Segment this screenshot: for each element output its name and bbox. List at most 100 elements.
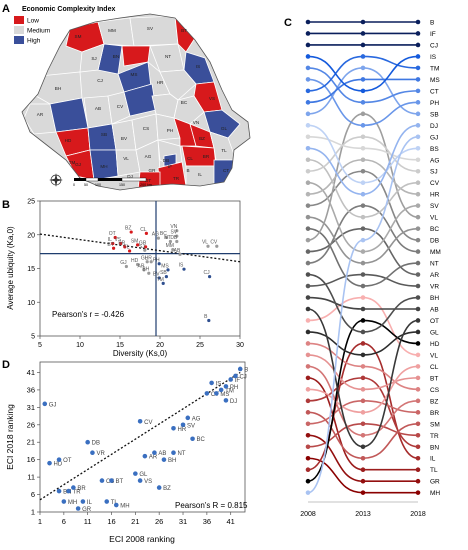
- panel-c-series-marker: [360, 54, 366, 59]
- map-county-label: GJ: [75, 162, 81, 167]
- panel-b-point-label: BH: [142, 267, 149, 273]
- panel-c-rank-label: BS: [430, 146, 439, 153]
- panel-c-rank-label: BT: [430, 375, 438, 382]
- panel-c-series-marker: [360, 329, 366, 335]
- panel-b-point-label: SB: [160, 270, 167, 276]
- panel-c-series-marker: [415, 180, 421, 186]
- panel-d-point-label: PH: [230, 385, 238, 391]
- panel-b-point-bc: [164, 235, 168, 240]
- panel-c-series-marker: [360, 444, 366, 450]
- panel-c-series-marker: [305, 364, 311, 369]
- panel-c-series-marker: [415, 283, 421, 289]
- panel-b-point-label: TM: [157, 277, 164, 283]
- panel-c-series-marker: [305, 88, 311, 94]
- panel-b-point-b: [207, 318, 211, 323]
- panel-b-x-tick-label: 30: [236, 342, 244, 349]
- panel-c-rank-label: OT: [430, 318, 439, 325]
- panel-d-point-vs: [137, 478, 143, 483]
- panel-c-series-marker: [305, 432, 311, 438]
- panel-b-y-tick-label: 25: [27, 199, 35, 206]
- panel-c-series-marker: [305, 306, 311, 312]
- panel-b-point-gj: [124, 264, 128, 269]
- panel-c-series-marker: [360, 31, 366, 36]
- panel-b-point-ar: [142, 268, 146, 272]
- legend-label-high: High: [27, 38, 41, 45]
- panel-c-series-marker: [305, 134, 311, 140]
- panel-b-point-label: IS: [179, 263, 184, 269]
- map-county-label: AG: [145, 154, 152, 159]
- panel-b-point-label: CV: [210, 240, 218, 246]
- panel-d-point-tl: [104, 499, 110, 504]
- map-county-label: BZ: [199, 136, 205, 141]
- panel-c-series-marker: [360, 341, 366, 346]
- panel-c-rank-label: BH: [430, 295, 439, 302]
- panel-c-rank-label: CV: [430, 180, 440, 187]
- panel-d-x-tick-label: 26: [155, 517, 163, 526]
- panel-c-series-marker: [305, 352, 311, 358]
- panel-d-point-sv: [180, 422, 186, 428]
- panel-d-point-label: VR: [96, 451, 105, 457]
- panel-d-point-label: AB: [158, 451, 166, 457]
- panel-c-series-marker: [360, 203, 366, 208]
- panel-b-plot-area: [39, 200, 241, 337]
- panel-b-point-label: OT: [109, 231, 116, 237]
- panel-c-series-marker: [305, 295, 311, 300]
- panel-c-series-marker: [415, 375, 421, 381]
- panel-d-y-tick-label: 16: [27, 455, 35, 464]
- panel-b-point-is: [182, 267, 186, 271]
- chart-c: 2008 2013 2018 B IF CJ IS TM MS CT PH SB DJ GJ BS AG SJ C…: [300, 20, 441, 519]
- panel-c-series-marker: [415, 455, 421, 461]
- panel-c-rank-label: SJ: [430, 169, 438, 176]
- panel-d-point-nt: [171, 450, 176, 455]
- panel-c-series-marker: [415, 203, 421, 208]
- panel-b-x-tick-label: 15: [116, 342, 124, 349]
- panel-b-point-label: BT: [107, 242, 113, 248]
- panel-c-series-marker: [360, 123, 366, 128]
- panel-d-point-label: AR: [149, 455, 158, 461]
- panel-b-point-hr: [149, 260, 153, 264]
- panel-b-y-axis-label: Average ubiquity (Ka,0): [6, 226, 15, 310]
- panel-c-series-marker: [360, 398, 366, 404]
- map-compass: [49, 173, 63, 187]
- panel-b-point-il: [111, 241, 115, 246]
- panel-c-x-tick-label: 2013: [355, 511, 371, 518]
- panel-d-point-bh: [161, 457, 167, 462]
- romania-map: SM MM SV BT SJ BN NT IS BH CJ MS HR BC VS AR AB CV VN HD SB…: [21, 13, 251, 191]
- panel-c-rank-label: MS: [430, 77, 440, 84]
- panel-c-rank-label: TL: [430, 467, 438, 474]
- map-county-label: NT: [165, 54, 171, 59]
- panel-c-series-marker: [415, 341, 421, 346]
- panel-d-point-db: [85, 439, 90, 445]
- panel-c-series-marker: [305, 203, 311, 208]
- panel-c-series-bh: [307, 273, 419, 333]
- panel-d-point-ar: [142, 453, 148, 459]
- panel-c-series-marker: [415, 191, 421, 197]
- panel-d-point-label: GJ: [49, 402, 57, 408]
- panel-c-series-marker: [360, 134, 366, 140]
- map-county-label: DB: [163, 158, 169, 163]
- panel-b-trend-line: [39, 233, 241, 263]
- map-county-label: DJ: [127, 174, 133, 179]
- panel-d-point-dj: [223, 398, 229, 403]
- panel-b-point-label: BC: [160, 231, 167, 237]
- panel-d-y-tick-label: 1: [31, 508, 35, 517]
- panel-c-series-marker: [360, 387, 366, 392]
- panel-b-point-label: SM: [131, 238, 139, 244]
- panel-c-series-marker: [305, 249, 311, 254]
- panel-c-rank-label: CS: [430, 387, 440, 394]
- panel-d-point-bz: [156, 485, 162, 490]
- panel-c-series-marker: [305, 318, 311, 323]
- panel-b-point-label: TL: [124, 244, 130, 250]
- panel-d-point-label: TM: [225, 388, 234, 394]
- panel-b-point-label: BR: [118, 240, 125, 246]
- map-county-label: CT: [223, 168, 229, 173]
- panel-d-point-il: [80, 499, 86, 504]
- panel-d-point-label: BH: [168, 458, 176, 464]
- panel-c-series-marker: [360, 490, 366, 495]
- panel-d-y-tick-label: 6: [31, 490, 35, 499]
- panel-c-series-marker: [360, 157, 366, 163]
- panel-b-point-ph: [157, 262, 161, 266]
- panel-c-series-marker: [415, 249, 421, 254]
- panel-d-letter: D: [2, 359, 10, 371]
